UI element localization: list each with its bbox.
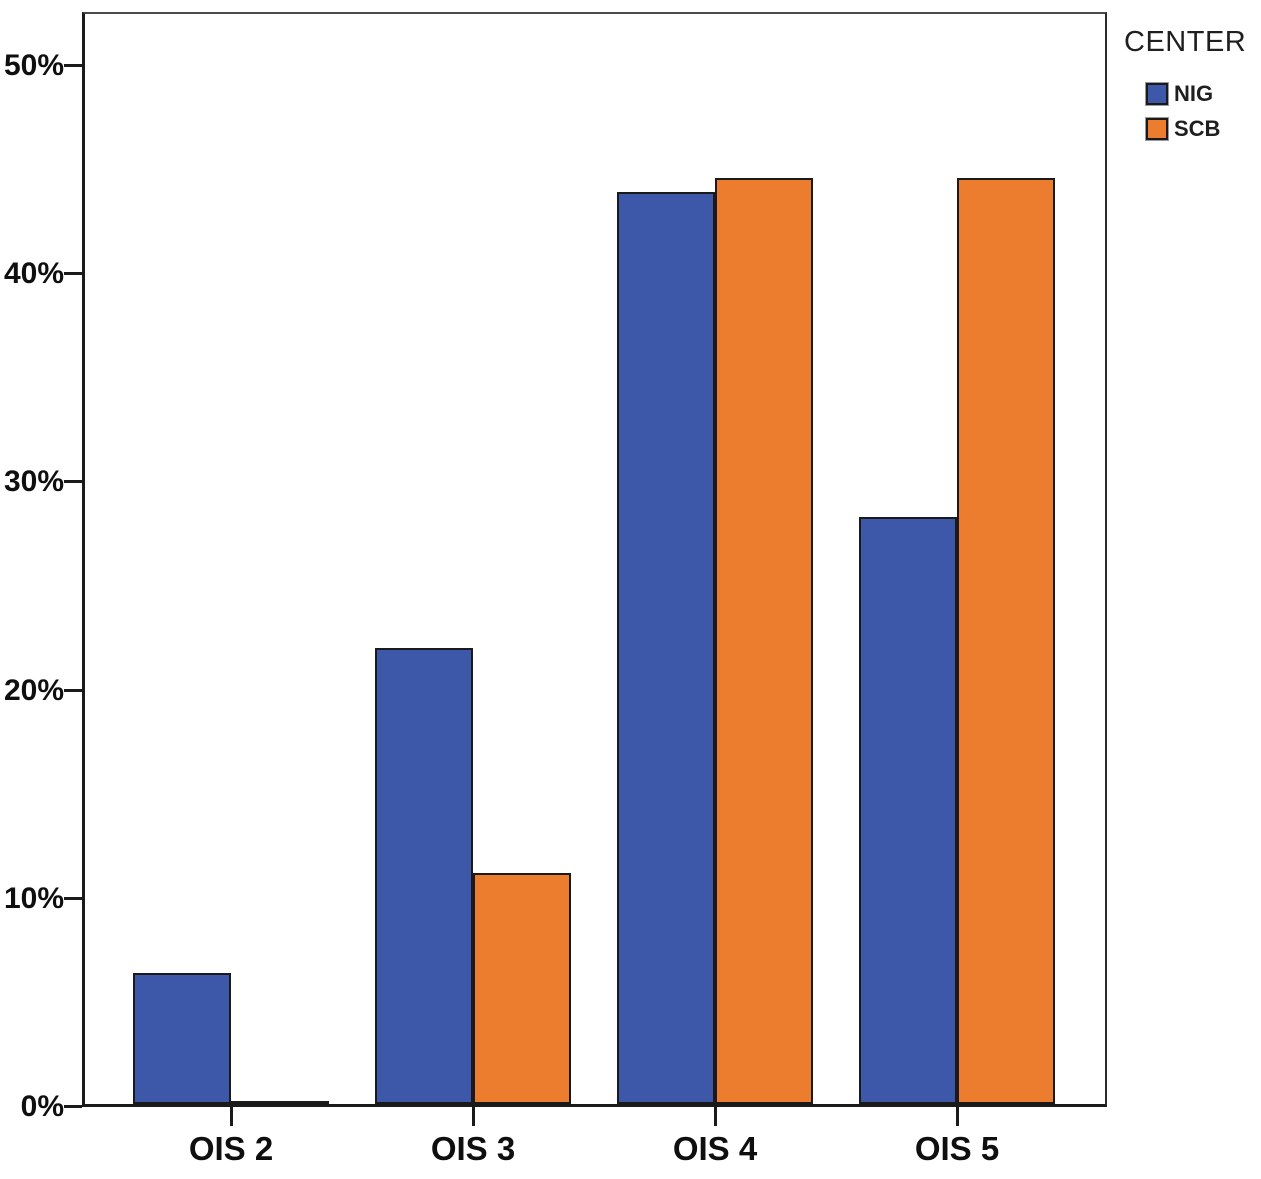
y-axis-tick — [64, 64, 82, 67]
y-axis-tick — [64, 689, 82, 692]
x-axis-tick — [714, 1107, 717, 1126]
bar-SCB-OIS-5 — [957, 178, 1055, 1104]
x-axis-tick — [230, 1107, 233, 1126]
bar-NIG-OIS-2 — [133, 973, 231, 1104]
plot-area — [82, 12, 1107, 1107]
bar-SCB-OIS-4 — [715, 178, 813, 1104]
y-axis-tick — [64, 272, 82, 275]
bar-NIG-OIS-5 — [859, 517, 957, 1104]
legend-swatch-icon — [1145, 82, 1169, 106]
legend-swatch-icon — [1145, 117, 1169, 141]
x-axis-tick — [472, 1107, 475, 1126]
x-axis-category-label: OIS 4 — [672, 1130, 758, 1167]
y-axis-tick — [64, 897, 82, 900]
bar-NIG-OIS-3 — [375, 648, 473, 1104]
legend: CENTER NIG SCB — [1124, 26, 1261, 151]
y-axis-tick-label: 40% — [3, 257, 64, 290]
x-axis-tick — [956, 1107, 959, 1126]
x-axis-category-label: OIS 5 — [914, 1130, 1000, 1167]
bar-SCB-OIS-3 — [473, 873, 571, 1104]
y-axis-tick-label: 30% — [3, 465, 64, 498]
legend-item-label: SCB — [1174, 116, 1221, 141]
y-axis-tick-label: 10% — [3, 882, 64, 915]
legend-items: NIG SCB — [1124, 81, 1261, 142]
legend-item-SCB: SCB — [1145, 116, 1261, 142]
y-axis-tick-label: 50% — [3, 49, 64, 82]
x-axis-category-label: OIS 3 — [430, 1130, 516, 1167]
legend-title: CENTER — [1124, 26, 1247, 58]
y-axis-tick — [64, 480, 82, 483]
bar-NIG-OIS-4 — [617, 192, 715, 1104]
y-axis-tick — [64, 1105, 82, 1108]
x-axis-category-label: OIS 2 — [188, 1130, 274, 1167]
legend-item-label: NIG — [1174, 81, 1214, 106]
bar-SCB-OIS-2 — [231, 1101, 329, 1104]
legend-item-NIG: NIG — [1145, 81, 1261, 107]
y-axis-tick-label: 0% — [20, 1090, 64, 1123]
y-axis-tick-label: 20% — [3, 674, 64, 707]
